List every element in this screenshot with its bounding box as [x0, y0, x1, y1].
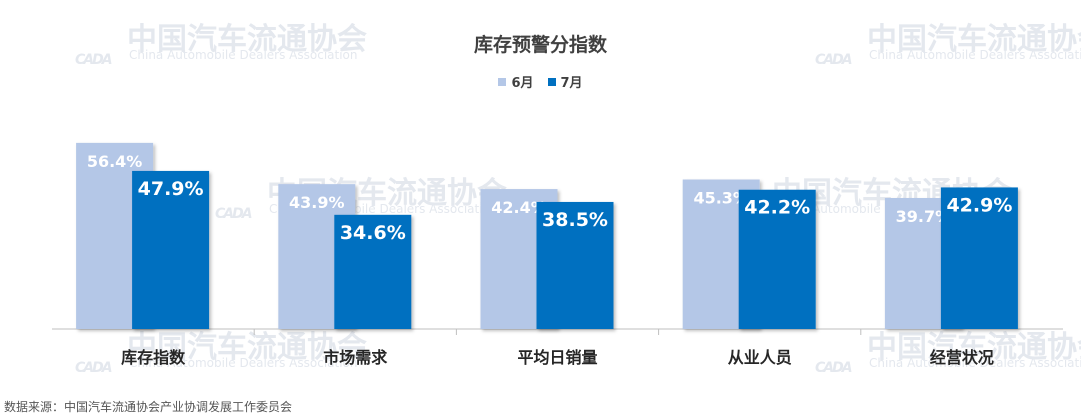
- data-label-july: 34.6%: [340, 222, 406, 244]
- category-label: 库存指数: [121, 348, 186, 367]
- legend-label-june: 6月: [511, 76, 534, 91]
- data-label-june: 56.4%: [87, 152, 143, 171]
- data-label-june: 43.9%: [289, 193, 345, 212]
- bar-july: [738, 189, 816, 329]
- legend-item-june: 6月: [498, 72, 534, 91]
- category-label: 经营状况: [930, 348, 994, 367]
- data-label-june: 42.4%: [491, 198, 547, 217]
- legend-swatch-july: [547, 77, 556, 86]
- bar-july: [940, 187, 1018, 329]
- data-label-july: 38.5%: [542, 209, 608, 231]
- category-label: 市场需求: [323, 348, 388, 367]
- category-label: 从业人员: [728, 348, 792, 367]
- chart-title: 库存预警分指数: [473, 34, 607, 56]
- data-label-july: 47.9%: [138, 178, 204, 200]
- legend-label-july: 7月: [560, 76, 583, 91]
- data-label-july: 42.2%: [744, 197, 810, 219]
- bar-july: [536, 201, 614, 329]
- legend: 6月 7月: [0, 72, 1081, 91]
- bar-july: [132, 170, 210, 329]
- data-label-june: 45.3%: [693, 189, 749, 208]
- data-label-july: 42.9%: [946, 194, 1012, 216]
- category-label: 平均日销量: [517, 348, 597, 367]
- bar-july: [334, 214, 412, 329]
- source-note: 数据来源：中国汽车流通协会产业协调发展工作委员会: [4, 400, 293, 414]
- legend-swatch-june: [498, 77, 507, 86]
- data-label-june: 39.7%: [896, 207, 952, 226]
- legend-item-july: 7月: [547, 72, 583, 91]
